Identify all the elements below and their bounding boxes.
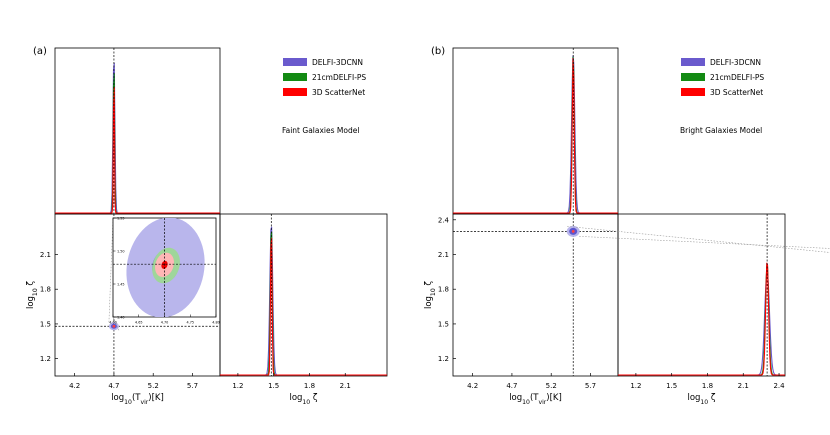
- right-x-tick-label: 1.8: [304, 382, 315, 390]
- model-annotation: Bright Galaxies Model: [680, 126, 762, 135]
- right-marginal-series-0: [618, 270, 785, 376]
- legend-label: DELFI-3DCNN: [312, 58, 363, 67]
- right-marginal-series-2: [220, 237, 387, 376]
- x-axis-label: log10(Tvir)[K]: [111, 393, 164, 406]
- top-marginal-axes: [54, 47, 221, 215]
- inset-xtick-label: 4.60: [109, 320, 117, 324]
- legend-swatch: [283, 73, 307, 81]
- inset-contours: [126, 218, 205, 317]
- x-tick-label: 5.2: [546, 382, 557, 390]
- zoom-connector: [579, 236, 830, 249]
- inset-ytick-label: 1.55: [117, 217, 125, 221]
- y-tick-label: 2.1: [438, 251, 449, 259]
- right-x-tick-label: 2.1: [340, 382, 351, 390]
- x-tick-label: 5.7: [585, 382, 596, 390]
- right-x-tick-label: 2.4: [773, 382, 785, 390]
- top-marginal-series-1: [55, 73, 220, 214]
- right-x-tick-label: 1.5: [666, 382, 677, 390]
- corner-panel-a: (a)4.60 4.65 4.70 4.75 4.801.401.451.501.554…: [26, 46, 388, 406]
- inset-ytick-label: 1.40: [117, 316, 125, 320]
- right-marginal-series-2: [618, 262, 785, 376]
- legend: DELFI-3DCNN 21cmDELFI-PS 3D ScatterNet: [283, 58, 366, 97]
- inset-xtick-label: 4.70: [161, 320, 169, 324]
- legend-swatch: [283, 58, 307, 66]
- right-x-tick-label: 1.2: [630, 382, 641, 390]
- right-marginal-axes: [617, 213, 786, 377]
- right-marginal-axes: [219, 213, 388, 377]
- right-marginal-series-0: [220, 226, 387, 376]
- inset-ytick-label: 1.50: [117, 250, 125, 254]
- legend: DELFI-3DCNN 21cmDELFI-PS 3D ScatterNet: [681, 58, 764, 97]
- joint-contour-core: [112, 324, 116, 328]
- top-marginal-axes: [452, 47, 619, 215]
- zoom-connector: [567, 226, 830, 253]
- y-tick-label: 2.4: [438, 216, 450, 224]
- legend-label: 3D ScatterNet: [710, 88, 763, 97]
- x-tick-label: 5.2: [148, 382, 159, 390]
- x-axis-label: log10(Tvir)[K]: [509, 393, 562, 406]
- right-x-tick-label: 2.1: [738, 382, 749, 390]
- right-x-axis-label: log10 ζ: [289, 393, 317, 406]
- y-axis-label: log10 ζ: [26, 281, 39, 309]
- zoom-connector: [112, 316, 120, 331]
- y-tick-label: 2.1: [40, 251, 51, 259]
- y-tick-label: 1.5: [40, 320, 51, 328]
- x-tick-label: 4.7: [108, 382, 119, 390]
- legend-label: 21cmDELFI-PS: [710, 73, 764, 82]
- y-axis-label: log10 ζ: [424, 281, 437, 309]
- inset-xtick-label: 4.65: [135, 320, 143, 324]
- x-tick-label: 4.2: [69, 382, 80, 390]
- y-tick-label: 1.2: [40, 355, 51, 363]
- legend-label: 21cmDELFI-PS: [312, 73, 366, 82]
- x-tick-label: 4.7: [506, 382, 517, 390]
- model-annotation: Faint Galaxies Model: [282, 126, 359, 135]
- inset-ytick-label: 1.45: [117, 283, 125, 287]
- top-marginal-series-0: [55, 62, 220, 214]
- x-tick-label: 4.2: [467, 382, 478, 390]
- y-tick-label: 1.8: [438, 286, 449, 294]
- inset-xtick-label: 4.80: [212, 320, 220, 324]
- legend-label: 3D ScatterNet: [312, 88, 365, 97]
- zoom-connector: [108, 217, 114, 323]
- inset-xtick-label: 4.75: [186, 320, 194, 324]
- top-marginal-series-2: [453, 57, 618, 214]
- top-marginal-series-0: [453, 55, 618, 214]
- y-tick-label: 1.2: [438, 355, 449, 363]
- right-x-tick-label: 1.5: [268, 382, 279, 390]
- inset-axes: 4.60 4.65 4.70 4.75 4.80 1.40 1.45 1.50 1.55: [109, 217, 220, 325]
- y-tick-label: 1.5: [438, 320, 449, 328]
- legend-swatch: [681, 73, 705, 81]
- legend-label: DELFI-3DCNN: [710, 58, 761, 67]
- joint-axes: [452, 213, 619, 377]
- legend-swatch: [681, 58, 705, 66]
- legend-swatch: [681, 88, 705, 96]
- legend-swatch: [283, 88, 307, 96]
- joint-contour-core: [571, 229, 575, 233]
- x-tick-label: 5.7: [187, 382, 198, 390]
- right-marginal-series-1: [220, 231, 387, 376]
- corner-panel-b: (b)5.455.405.455.505.555.602.252.302.352…: [424, 46, 830, 406]
- right-marginal-series-1: [618, 264, 785, 376]
- panel-label: (b): [431, 46, 445, 57]
- top-marginal-series-2: [55, 86, 220, 214]
- y-tick-label: 1.8: [40, 286, 51, 294]
- panel-label: (a): [33, 46, 47, 57]
- top-marginal-series-1: [453, 56, 618, 214]
- right-x-tick-label: 1.8: [702, 382, 713, 390]
- right-x-axis-label: log10 ζ: [687, 393, 715, 406]
- right-x-tick-label: 1.2: [232, 382, 243, 390]
